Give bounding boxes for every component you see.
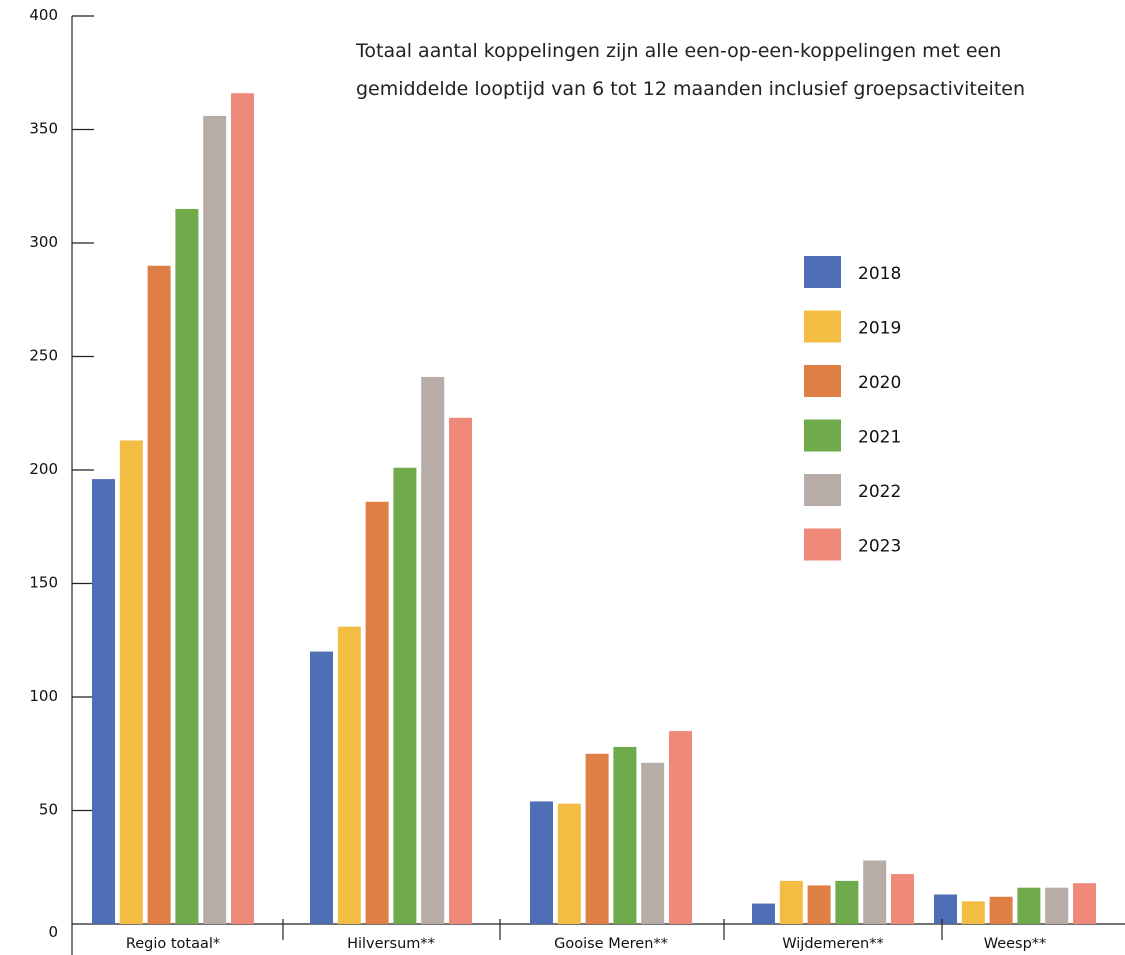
bar-2018-3 <box>752 903 775 924</box>
bar-2021-3 <box>835 880 859 924</box>
y-tick-label: 0 <box>48 923 58 941</box>
bar-2020-1 <box>365 501 389 924</box>
legend-swatch-2023 <box>804 528 841 561</box>
legend: 2018 2019 2020 2021 2022 2023 <box>804 256 901 561</box>
bar-2019-3 <box>779 880 803 924</box>
y-tick-label: 100 <box>29 687 58 705</box>
bar-2021-0 <box>175 208 199 924</box>
bar-2018-4 <box>934 894 957 924</box>
bar-2022-2 <box>641 762 665 924</box>
y-tick-label: 250 <box>29 347 58 365</box>
bar-2019-0 <box>119 440 143 924</box>
y-tick-label: 200 <box>29 460 58 478</box>
bar-2022-4 <box>1045 887 1069 924</box>
y-tick-label: 400 <box>29 6 58 24</box>
category-labels: Regio totaal* Hilversum** Gooise Meren** Wi… <box>126 919 1046 952</box>
bar-2023-0 <box>231 93 254 925</box>
category-label: Gooise Meren** <box>554 936 668 952</box>
bar-2022-1 <box>421 376 445 924</box>
y-tick-label: 300 <box>29 233 58 251</box>
legend-label: 2020 <box>858 373 901 393</box>
legend-swatch-2022 <box>804 474 841 506</box>
bar-2021-2 <box>613 746 637 924</box>
bar-2022-0 <box>203 115 227 924</box>
legend-label: 2018 <box>858 264 901 284</box>
legend-label: 2021 <box>858 428 901 448</box>
category-label: Weesp** <box>984 936 1047 952</box>
legend-swatch-2018 <box>804 256 841 288</box>
bars <box>92 93 1096 925</box>
legend-label: 2022 <box>858 482 901 502</box>
bar-2023-3 <box>891 874 914 924</box>
bar-2023-2 <box>669 731 692 924</box>
bar-2020-0 <box>147 265 171 924</box>
legend-label: 2019 <box>858 319 901 339</box>
legend-swatch-2019 <box>804 310 841 343</box>
bar-2020-2 <box>585 753 609 924</box>
category-label: Hilversum** <box>347 936 435 952</box>
y-axis-ticks: 400 350 300 250 200 150 100 50 0 <box>29 6 94 941</box>
bar-2021-1 <box>393 467 417 924</box>
legend-swatch-2020 <box>804 365 841 397</box>
chart-note: Totaal aantal koppelingen zijn alle een-… <box>355 40 1025 100</box>
category-label: Wijdemeren** <box>782 936 884 952</box>
bar-2023-4 <box>1073 883 1096 924</box>
bar-2018-2 <box>530 801 553 924</box>
bar-2018-0 <box>92 479 115 924</box>
y-tick-label: 350 <box>29 120 58 138</box>
bar-2020-4 <box>989 896 1013 924</box>
bar-2019-4 <box>961 901 985 924</box>
note-line-1: Totaal aantal koppelingen zijn alle een-… <box>355 40 1001 62</box>
bar-2019-2 <box>557 803 581 924</box>
y-tick-label: 150 <box>29 574 58 592</box>
legend-label: 2023 <box>858 537 901 557</box>
bar-2022-3 <box>863 860 887 924</box>
legend-swatch-2021 <box>804 419 841 452</box>
category-label: Regio totaal* <box>126 936 220 952</box>
bar-2020-3 <box>807 885 831 924</box>
bar-2023-1 <box>449 417 472 924</box>
bar-2018-1 <box>310 651 333 924</box>
bar-2019-1 <box>337 626 361 924</box>
note-line-2: gemiddelde looptijd van 6 tot 12 maanden… <box>356 78 1025 100</box>
y-tick-label: 50 <box>39 801 58 819</box>
bar-2021-4 <box>1017 887 1041 924</box>
